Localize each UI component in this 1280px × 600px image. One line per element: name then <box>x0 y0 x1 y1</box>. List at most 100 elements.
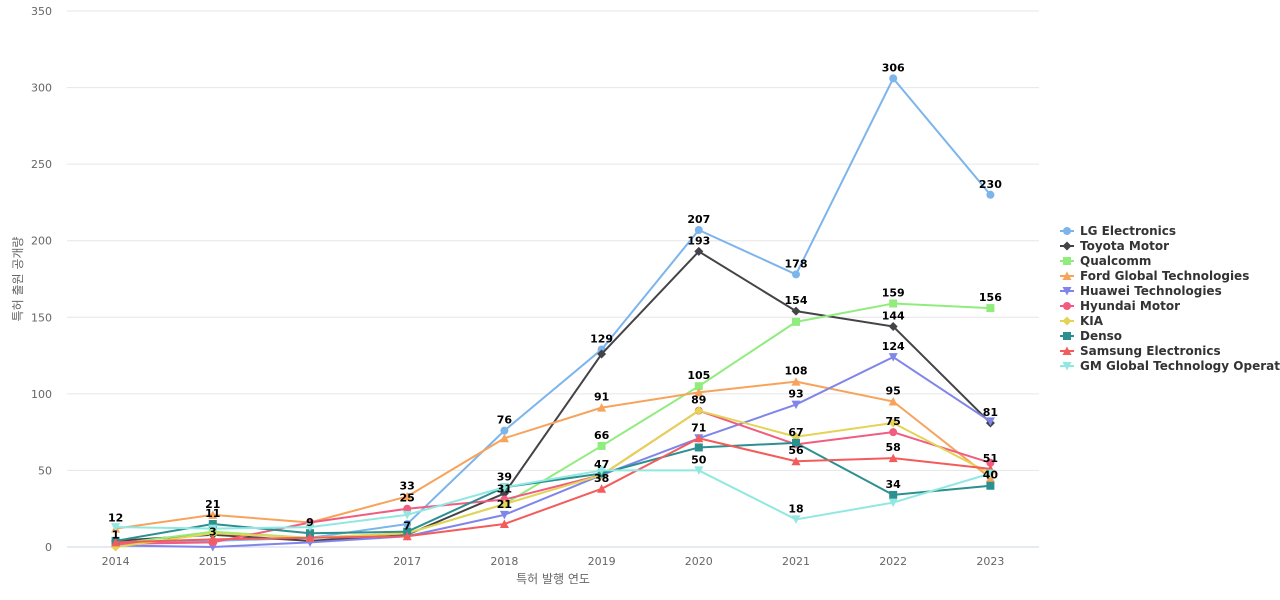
data-point[interactable] <box>208 510 218 519</box>
legend-item[interactable]: Toyota Motor <box>1060 239 1169 253</box>
data-label: 193 <box>687 234 710 247</box>
data-point[interactable] <box>111 523 121 532</box>
legend-item[interactable]: KIA <box>1060 314 1104 328</box>
data-point[interactable] <box>499 483 509 492</box>
gridlines <box>67 10 1039 548</box>
data-point[interactable] <box>403 527 412 536</box>
data-point[interactable] <box>403 520 412 529</box>
data-label: 34 <box>886 478 902 491</box>
data-point[interactable] <box>792 438 800 447</box>
data-label: 47 <box>594 458 609 471</box>
data-point[interactable] <box>500 426 509 435</box>
data-point[interactable] <box>597 484 607 493</box>
data-point[interactable] <box>499 519 509 529</box>
data-point[interactable] <box>888 397 898 406</box>
data-point[interactable] <box>888 498 898 508</box>
legend-item[interactable]: GM Global Technology Operat... <box>1060 359 1280 373</box>
data-point[interactable] <box>305 533 315 542</box>
legend-item[interactable]: Ford Global Technologies <box>1060 269 1249 283</box>
data-point[interactable] <box>889 299 898 308</box>
data-point[interactable] <box>889 490 898 499</box>
data-point[interactable] <box>888 453 898 463</box>
data-point[interactable] <box>306 529 314 538</box>
data-point[interactable] <box>888 353 898 362</box>
series-line <box>115 441 991 542</box>
data-point[interactable] <box>111 537 121 547</box>
legend-marker[interactable] <box>1063 227 1071 235</box>
data-point[interactable] <box>208 520 217 529</box>
legend-marker[interactable] <box>1062 271 1072 281</box>
data-label: 21 <box>205 498 220 511</box>
legend-marker[interactable] <box>1062 316 1072 326</box>
data-point[interactable] <box>986 304 995 313</box>
y-tick-label: 200 <box>31 235 52 248</box>
data-label: 75 <box>886 415 901 428</box>
data-label: 67 <box>788 426 803 439</box>
data-point[interactable] <box>986 190 995 199</box>
data-point[interactable] <box>889 428 898 437</box>
data-point[interactable] <box>499 433 509 443</box>
legend-marker[interactable] <box>1062 346 1072 356</box>
legend-marker[interactable] <box>1062 362 1072 371</box>
data-label: 7 <box>403 519 411 532</box>
data-point[interactable] <box>597 349 607 359</box>
legend-item[interactable]: Huawei Technologies <box>1060 284 1222 298</box>
legend-item[interactable]: Qualcomm <box>1060 254 1151 268</box>
data-point[interactable] <box>791 456 801 466</box>
data-point[interactable] <box>694 246 704 256</box>
data-point[interactable] <box>402 510 412 520</box>
legend-marker[interactable] <box>1063 302 1071 310</box>
data-label: 91 <box>594 391 609 404</box>
data-label: 154 <box>785 294 808 307</box>
legend-marker[interactable] <box>1063 332 1071 340</box>
data-point[interactable] <box>597 441 606 450</box>
legend-item[interactable]: Samsung Electronics <box>1060 344 1221 358</box>
data-point[interactable] <box>499 499 509 509</box>
data-point[interactable] <box>694 382 703 391</box>
data-point[interactable] <box>499 510 509 520</box>
data-point[interactable] <box>694 433 704 443</box>
data-point[interactable] <box>403 504 412 513</box>
data-point[interactable] <box>791 377 801 386</box>
data-label: 33 <box>400 479 415 492</box>
data-point[interactable] <box>986 481 995 490</box>
data-label: 108 <box>785 365 808 378</box>
data-point[interactable] <box>694 225 703 234</box>
data-point[interactable] <box>500 495 509 504</box>
data-label: 40 <box>983 469 999 482</box>
data-point[interactable] <box>888 321 898 331</box>
data-point[interactable] <box>986 458 995 467</box>
series-line <box>115 250 992 542</box>
data-point[interactable] <box>792 270 800 279</box>
data-point[interactable] <box>694 466 704 475</box>
data-point[interactable] <box>597 466 607 475</box>
data-point[interactable] <box>208 534 218 544</box>
data-point[interactable] <box>305 523 315 532</box>
data-point[interactable] <box>694 443 703 452</box>
data-point[interactable] <box>985 417 995 426</box>
data-point[interactable] <box>888 418 898 428</box>
legend-marker[interactable] <box>1062 287 1072 296</box>
data-point[interactable] <box>985 469 995 478</box>
legend-item[interactable]: Denso <box>1060 329 1122 343</box>
data-point[interactable] <box>791 400 801 410</box>
data-point[interactable] <box>889 74 898 83</box>
legend-item[interactable]: Hyundai Motor <box>1060 299 1180 313</box>
data-point[interactable] <box>208 524 218 534</box>
series-4 <box>111 353 995 552</box>
data-point[interactable] <box>402 491 412 501</box>
data-point[interactable] <box>791 306 801 316</box>
data-point[interactable] <box>402 531 412 541</box>
series-8 <box>111 433 995 547</box>
legend-marker[interactable] <box>1062 241 1072 251</box>
legend-marker[interactable] <box>1063 257 1071 265</box>
legend-item[interactable]: LG Electronics <box>1060 224 1176 238</box>
data-point[interactable] <box>694 387 704 397</box>
data-point[interactable] <box>597 403 607 412</box>
data-point[interactable] <box>694 406 704 416</box>
data-label: 1 <box>112 528 120 541</box>
data-point[interactable] <box>791 515 801 524</box>
data-point[interactable] <box>792 317 800 326</box>
data-point[interactable] <box>208 528 218 538</box>
